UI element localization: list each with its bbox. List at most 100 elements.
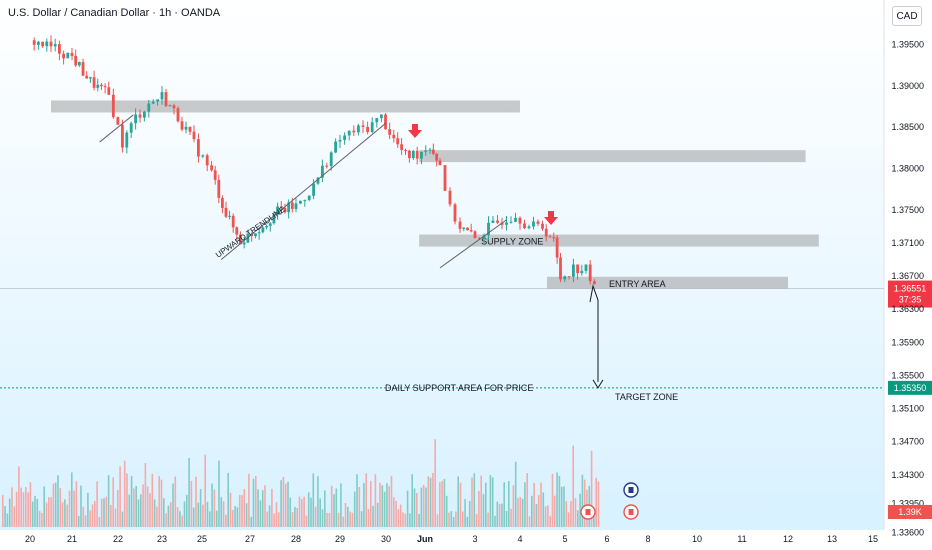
trendline <box>439 219 507 269</box>
volume-bar <box>11 487 13 527</box>
price-tick-label: 1.38000 <box>891 164 924 174</box>
volume-bar <box>41 512 43 527</box>
candle-body <box>197 139 200 157</box>
volume-bar <box>558 475 561 527</box>
volume-bar <box>367 509 370 527</box>
volume-bar <box>508 481 510 527</box>
volume-bar <box>284 483 287 527</box>
volume-bar <box>480 475 482 527</box>
volume-bar <box>59 488 62 527</box>
candle-body <box>279 206 283 209</box>
zone-rect <box>547 276 788 289</box>
flag-icon-mark <box>628 487 634 493</box>
volume-bar <box>353 491 356 527</box>
volume-bar <box>248 473 250 527</box>
volume-bar <box>186 494 188 527</box>
candle-body <box>246 233 250 243</box>
volume-bar <box>383 491 386 527</box>
candle-body <box>555 237 559 258</box>
candle-body <box>210 165 213 171</box>
candle-body <box>121 124 124 148</box>
volume-bar <box>121 511 124 527</box>
volume-bar <box>554 495 556 527</box>
volume-bar <box>399 504 402 527</box>
price-tick-label: 1.34300 <box>891 470 924 480</box>
volume-bar <box>43 486 45 527</box>
volume-bar <box>328 512 331 527</box>
candle-body <box>231 215 235 228</box>
flag-icon-mark <box>585 509 591 515</box>
candle-body <box>287 202 291 213</box>
price-tick-label: 1.37100 <box>891 238 924 248</box>
candle-body <box>89 77 92 79</box>
price-tick-label: 1.39000 <box>891 81 924 91</box>
volume-bar <box>565 501 568 527</box>
candle-body <box>168 105 172 107</box>
currency-button[interactable]: CAD <box>892 6 922 26</box>
volume-bar <box>349 511 351 527</box>
candle-body <box>134 114 137 124</box>
price-tick-label: 1.35500 <box>891 370 924 380</box>
volume-bar <box>220 497 223 527</box>
candle-body <box>312 183 315 196</box>
volume-bar <box>128 494 131 527</box>
volume-bar <box>234 506 236 527</box>
volume-bar <box>211 483 213 527</box>
time-tick-label: 30 <box>381 534 391 544</box>
volume-bar <box>243 489 246 527</box>
volume-bar <box>105 496 108 527</box>
zone-label: ENTRY AREA <box>609 279 666 289</box>
volume-bar <box>537 495 540 527</box>
volume-bar <box>501 503 503 527</box>
volume-bar <box>583 479 586 527</box>
candle-body <box>205 155 209 166</box>
candle-body <box>96 84 100 88</box>
candle-body <box>257 232 261 234</box>
volume-bar <box>156 506 158 527</box>
volume-bar <box>524 482 526 527</box>
volume-bar <box>227 473 229 527</box>
volume-bar <box>204 454 206 527</box>
candle-body <box>400 144 403 151</box>
candle-body <box>176 108 180 122</box>
candle-body <box>138 114 142 118</box>
support-label: DAILY SUPPORT AREA FOR PRICE <box>385 383 533 393</box>
volume-bar <box>209 511 211 527</box>
volume-bar <box>531 495 533 527</box>
volume-bar <box>241 495 243 527</box>
candle-body <box>415 150 419 159</box>
volume-bar <box>137 499 140 527</box>
candle-body <box>49 41 53 47</box>
volume-bar <box>294 506 296 527</box>
candle-body <box>458 221 462 229</box>
volume-bar <box>255 475 257 527</box>
volume-bar <box>544 506 547 527</box>
price-tick-label: 1.39500 <box>891 39 924 49</box>
time-tick-label: 11 <box>737 534 746 544</box>
projection-arrowhead <box>592 379 604 389</box>
volume-bar <box>192 507 195 527</box>
volume-bar <box>312 473 315 527</box>
volume-bar <box>133 488 135 527</box>
candle-body <box>523 223 526 229</box>
candle-body <box>532 221 535 227</box>
candle-body <box>32 40 36 45</box>
time-tick-label: 12 <box>783 534 793 544</box>
candle-body <box>580 270 584 274</box>
candle-body <box>147 103 151 112</box>
candle-body <box>548 236 552 238</box>
volume-bar <box>278 512 280 527</box>
volume-bar <box>434 439 436 527</box>
time-axis-panel <box>0 530 932 550</box>
volume-bar <box>64 499 66 527</box>
candle-body <box>527 226 531 229</box>
price-tick-label: 1.36700 <box>891 271 924 281</box>
candle-body <box>321 165 324 178</box>
volume-bar <box>73 490 75 527</box>
volume-bar <box>510 508 512 527</box>
volume-bar <box>351 512 354 527</box>
volume-bar <box>94 501 96 527</box>
volume-bar <box>130 475 133 527</box>
volume-bar <box>91 504 94 527</box>
volume-bar <box>96 481 98 527</box>
